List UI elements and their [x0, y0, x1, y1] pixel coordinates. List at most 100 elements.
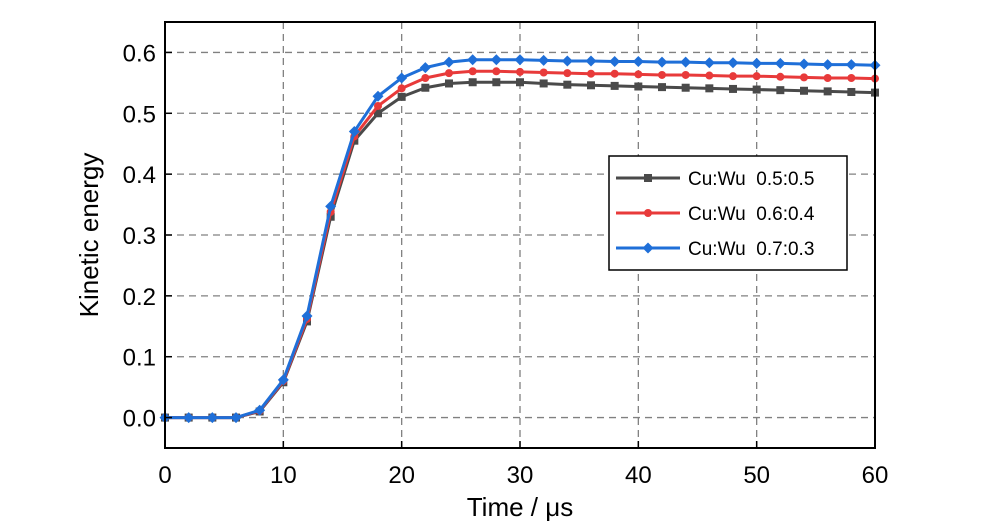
- data-point: [516, 67, 524, 76]
- data-point: [798, 58, 810, 70]
- legend-entry-2: Cu:Wu 0.6:0.4: [616, 204, 815, 225]
- data-point: [492, 67, 501, 76]
- data-point: [539, 68, 548, 77]
- data-point: [183, 412, 195, 424]
- data-point: [514, 54, 526, 66]
- data-point: [468, 67, 477, 76]
- data-point: [374, 101, 382, 110]
- y-tick-label: 0.1: [123, 345, 156, 372]
- legend: Cu:Wu 0.5:0.5 Cu:Wu 0.6:0.4 Cu:Wu 0.7:0.3: [608, 155, 848, 271]
- data-point: [610, 81, 619, 90]
- data-point: [845, 59, 857, 71]
- data-point: [632, 56, 644, 68]
- series-3: [159, 54, 881, 424]
- data-point: [658, 70, 666, 79]
- data-point: [705, 84, 714, 93]
- data-point: [800, 86, 808, 95]
- data-point: [325, 200, 337, 212]
- data-point: [443, 56, 455, 68]
- data-point: [492, 78, 501, 87]
- data-point: [610, 69, 619, 78]
- data-point: [587, 81, 595, 90]
- data-point: [538, 54, 550, 66]
- y-tick-label: 0.0: [123, 406, 156, 433]
- data-point: [277, 374, 289, 386]
- legend-label: Cu:Wu 0.7:0.3: [688, 239, 814, 260]
- x-tick-label: 10: [270, 462, 297, 489]
- data-point: [774, 57, 786, 69]
- data-point: [776, 72, 785, 81]
- data-point: [397, 84, 406, 93]
- data-point: [752, 72, 761, 81]
- data-point: [752, 85, 761, 94]
- data-point: [823, 87, 832, 96]
- x-tick-labels: 0 10 20 30 40 50 60: [158, 462, 888, 489]
- data-point: [680, 56, 692, 68]
- x-tick-label: 30: [507, 462, 534, 489]
- y-tick-label: 0.6: [123, 40, 156, 67]
- data-point: [681, 83, 690, 92]
- data-point: [587, 69, 595, 78]
- legend-entry-1: Cu:Wu 0.5:0.5: [616, 169, 814, 190]
- data-point: [374, 109, 382, 118]
- data-point: [751, 57, 763, 69]
- data-point: [800, 73, 808, 82]
- data-point: [729, 72, 737, 81]
- data-point: [561, 55, 573, 67]
- x-axis-title: Time / μs: [467, 492, 573, 522]
- data-point: [634, 70, 643, 79]
- y-tick-label: 0.4: [123, 162, 156, 189]
- data-point: [397, 92, 406, 101]
- data-point: [727, 57, 739, 69]
- legend-entry-3: Cu:Wu 0.7:0.3: [616, 239, 814, 260]
- data-point: [656, 56, 668, 68]
- x-tick-label: 40: [625, 462, 652, 489]
- data-point: [823, 73, 832, 82]
- y-tick-labels: 0.0 0.1 0.2 0.3 0.4 0.5 0.6: [123, 40, 156, 432]
- data-point: [254, 404, 266, 416]
- data-point: [658, 83, 666, 92]
- data-point: [681, 70, 690, 79]
- legend-marker: [642, 242, 654, 254]
- y-tick-label: 0.5: [123, 101, 156, 128]
- data-point: [539, 79, 548, 88]
- x-tick-label: 20: [388, 462, 415, 489]
- data-point: [490, 54, 502, 66]
- data-point: [705, 71, 714, 80]
- legend-label: Cu:Wu 0.6:0.4: [688, 204, 815, 225]
- x-tick-label: 50: [743, 462, 770, 489]
- data-point: [729, 84, 737, 93]
- data-point: [563, 69, 572, 78]
- x-tick-label: 60: [862, 462, 889, 489]
- data-point: [563, 80, 572, 89]
- data-point: [516, 78, 524, 87]
- y-tick-label: 0.3: [123, 223, 156, 250]
- y-axis-title: Kinetic energy: [74, 153, 104, 318]
- data-point: [445, 69, 453, 78]
- data-point: [822, 59, 834, 71]
- data-point: [847, 87, 856, 96]
- legend-marker: [644, 209, 652, 217]
- data-point: [419, 62, 431, 74]
- data-point: [703, 57, 715, 69]
- legend-marker: [644, 174, 652, 182]
- data-point: [776, 86, 785, 95]
- data-point: [421, 83, 430, 92]
- data-point: [230, 412, 242, 424]
- data-point: [348, 126, 360, 138]
- data-point: [372, 90, 384, 102]
- data-point: [206, 412, 218, 424]
- data-point: [467, 54, 479, 66]
- data-point: [585, 55, 597, 67]
- data-point: [396, 72, 408, 84]
- data-point: [847, 73, 856, 82]
- data-point: [421, 73, 430, 82]
- data-series: [159, 54, 881, 424]
- data-point: [445, 79, 453, 88]
- legend-label: Cu:Wu 0.5:0.5: [688, 169, 814, 190]
- data-point: [634, 82, 643, 91]
- x-tick-label: 0: [158, 462, 171, 489]
- data-point: [301, 310, 313, 322]
- data-point: [609, 56, 621, 68]
